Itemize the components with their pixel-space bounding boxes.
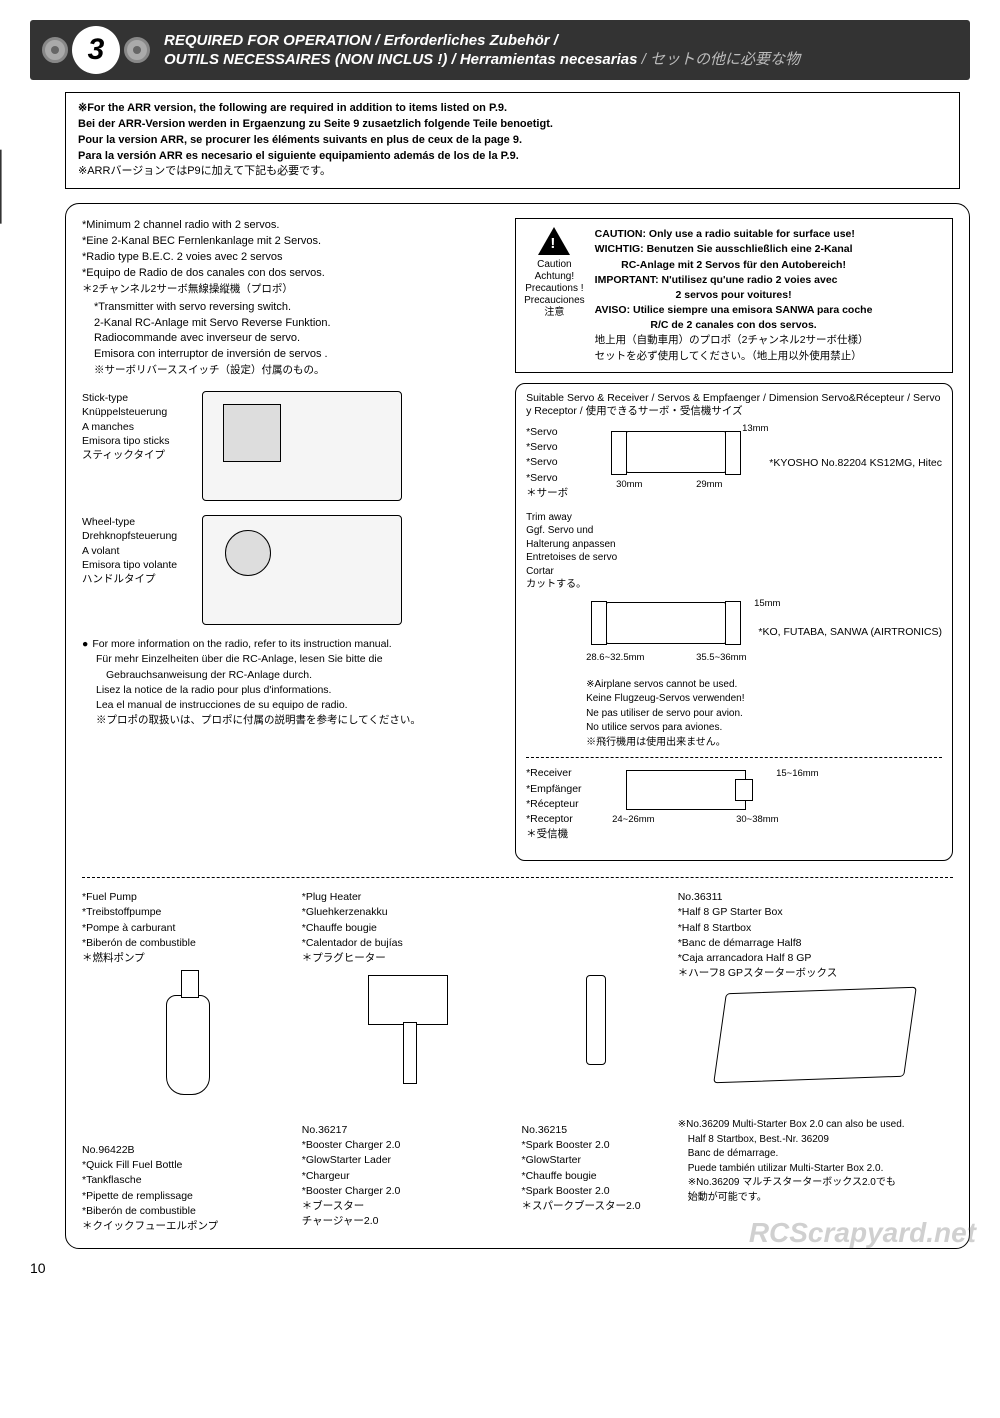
main-content-frame: *Minimum 2 channel radio with 2 servos. … (65, 203, 970, 1249)
servo2-row: 15mm 28.6~32.5mm 35.5~36mm *KO, FUTABA, … (526, 596, 942, 668)
servo2-brand: *KO, FUTABA, SANWA (AIRTRONICS) (758, 625, 942, 639)
wheel-labels: Wheel-type Drehknopfsteuerung A volant E… (82, 515, 192, 586)
radio-manual-note: For more information on the radio, refer… (82, 637, 499, 727)
manual-page: 3 REQUIRED FOR OPERATION / Erforderliche… (0, 0, 1000, 1308)
section-header: 3 REQUIRED FOR OPERATION / Erforderliche… (30, 20, 970, 80)
left-column: *Minimum 2 channel radio with 2 servos. … (82, 218, 499, 861)
servo-receiver-box: Suitable Servo & Receiver / Servos & Emp… (515, 383, 953, 862)
servo2-dim-w1: 28.6~32.5mm (586, 652, 644, 665)
servo1-shape (626, 431, 726, 473)
stick-type-row: Stick-type Knüppelsteuerung A manches Em… (82, 391, 499, 501)
starter-box-block: No.36311 *Half 8 GP Starter Box *Half 8 … (678, 890, 953, 1234)
servo1-brand: *KYOSHO No.82204 KS12MG, Hitec (769, 456, 942, 470)
accessories-top-row: *Fuel Pump *Treibstoffpumpe *Pompe à car… (82, 890, 953, 1234)
radio-requirements: *Minimum 2 channel radio with 2 servos. … (82, 218, 499, 377)
arr-note-de: Bei der ARR-Version werden in Ergaenzung… (78, 117, 947, 132)
spark-block: No.36215 *Spark Booster 2.0 *GlowStarter… (522, 890, 670, 1234)
wheel-type-row: Wheel-type Drehknopfsteuerung A volant E… (82, 515, 499, 625)
servo1-labels: *Servo *Servo *Servo *Servo ＊サーボ (526, 425, 598, 501)
upper-columns: *Minimum 2 channel radio with 2 servos. … (82, 218, 953, 861)
receiver-dim-w2: 30~38mm (736, 814, 779, 827)
plug-heater-diagram (302, 975, 514, 1115)
caution-box: Caution Achtung! Precautions ! Precaucio… (515, 218, 953, 373)
stick-labels: Stick-type Knüppelsteuerung A manches Em… (82, 391, 192, 462)
caution-labels: Caution Achtung! Precautions ! Precaucio… (524, 227, 585, 364)
title-line2: OUTILS NECESSAIRES (NON INCLUS !) / Herr… (164, 51, 637, 68)
receiver-dim-h: 15~16mm (776, 768, 819, 781)
wheel-icon (42, 37, 68, 63)
servo2-diagram: 15mm 28.6~32.5mm 35.5~36mm (586, 596, 744, 668)
main-dashed-separator (82, 877, 953, 878)
arr-note-jp: ※ARRバージョンではP9に加えて下記も必要です。 (78, 164, 947, 179)
section-number: 3 (72, 26, 120, 74)
page-number: 10 (30, 1259, 970, 1278)
arr-note-fr: Pour la version ARR, se procurer les élé… (78, 133, 947, 148)
servo1-dim-h: 13mm (742, 423, 768, 436)
plug-heater-block: *Plug Heater *Gluehkerzenakku *Chauffe b… (302, 890, 514, 1234)
servo-box-title: Suitable Servo & Receiver / Servos & Emp… (526, 392, 942, 419)
receiver-row: *Receiver *Empfänger *Récepteur *Recepto… (526, 766, 942, 842)
dashed-separator (526, 757, 942, 758)
servo2-dim-h: 15mm (754, 598, 780, 611)
receiver-diagram: 15~16mm 24~26mm 30~38mm (606, 766, 942, 838)
glow-starter-diagram (522, 975, 670, 1115)
airplane-servo-note: ※Airplane servos cannot be used. Keine F… (586, 678, 942, 750)
servo1-dim-w1: 30mm (616, 479, 642, 492)
stick-transmitter-diagram (202, 391, 402, 501)
title-jp: / セットの他に必要な物 (637, 51, 800, 68)
starter-box-diagram (678, 990, 953, 1110)
bottle-partno: No.96422B (82, 1143, 294, 1157)
trim-note: Trim away Ggf. Servo und Halterung anpas… (526, 511, 942, 592)
warning-icon (538, 227, 570, 255)
arr-side-tab: ARR (0, 150, 2, 224)
section-title: REQUIRED FOR OPERATION / Erforderliches … (164, 31, 800, 70)
receiver-shape (626, 770, 746, 810)
booster-partno: No.36217 (302, 1123, 514, 1137)
receiver-dim-w1: 24~26mm (612, 814, 655, 827)
receiver-labels: *Receiver *Empfänger *Récepteur *Recepto… (526, 766, 598, 842)
fuel-pump-block: *Fuel Pump *Treibstoffpumpe *Pompe à car… (82, 890, 294, 1234)
servo1-row: *Servo *Servo *Servo *Servo ＊サーボ 13mm 30… (526, 425, 942, 501)
servo1-diagram: 13mm 30mm 29mm (606, 425, 755, 497)
arr-version-note: ※For the ARR version, the following are … (65, 92, 960, 189)
arr-note-es: Para la versión ARR es necesario el sigu… (78, 149, 947, 164)
section-badge: 3 (42, 26, 150, 74)
arr-note-en: ※For the ARR version, the following are … (78, 101, 947, 116)
multi-starter-note: No.36209 Multi-Starter Box 2.0 can also … (678, 1118, 953, 1204)
right-column: Caution Achtung! Precautions ! Precaucio… (515, 218, 953, 861)
caution-text: CAUTION: Only use a radio suitable for s… (595, 227, 873, 364)
transmitter-note: *Transmitter with servo reversing switch… (94, 300, 499, 378)
starter-partno: No.36311 (678, 890, 953, 904)
servo2-dim-w2: 35.5~36mm (696, 652, 746, 665)
title-line1: REQUIRED FOR OPERATION / Erforderliches … (164, 32, 558, 49)
spark-partno: No.36215 (522, 1123, 670, 1137)
servo2-shape (606, 602, 726, 644)
fuel-bottle-diagram (82, 995, 294, 1135)
wheel-transmitter-diagram (202, 515, 402, 625)
wheel-icon (124, 37, 150, 63)
servo1-dim-w2: 29mm (696, 479, 722, 492)
